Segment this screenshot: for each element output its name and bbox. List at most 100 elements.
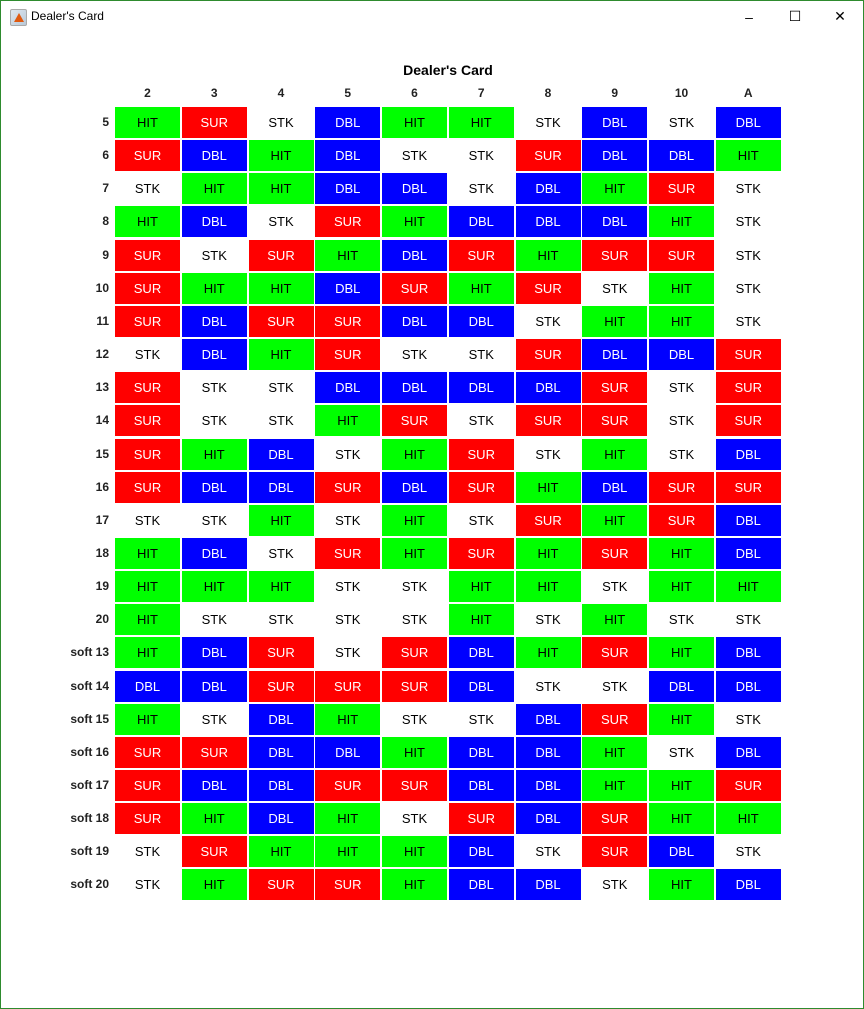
window-title: Dealer's Card xyxy=(31,9,104,23)
strategy-cell-dbl: DBL xyxy=(515,372,581,404)
strategy-cell-stk: STK xyxy=(382,571,447,603)
strategy-cell-sur: SUR xyxy=(582,703,648,735)
column-header: 6 xyxy=(411,86,418,100)
row-header: soft 13 xyxy=(70,645,109,660)
strategy-cell-dbl: DBL xyxy=(382,239,447,271)
strategy-cell-stk: STK xyxy=(649,372,714,404)
strategy-cell-dbl: DBL xyxy=(248,471,314,503)
strategy-cell-stk: STK xyxy=(649,438,714,470)
strategy-cell-stk: STK xyxy=(248,604,314,636)
row-header: 14 xyxy=(95,413,109,428)
strategy-cell-hit: HIT xyxy=(649,770,714,801)
strategy-cell-dbl: DBL xyxy=(181,637,247,669)
close-button[interactable]: ✕ xyxy=(834,8,846,24)
strategy-cell-sur: SUR xyxy=(649,239,714,271)
strategy-cell-hit: HIT xyxy=(448,604,514,636)
strategy-cell-stk: STK xyxy=(115,173,180,205)
strategy-cell-dbl: DBL xyxy=(448,637,514,669)
strategy-cell-stk: STK xyxy=(448,504,514,536)
strategy-cell-dbl: DBL xyxy=(448,770,514,801)
strategy-cell-dbl: DBL xyxy=(181,305,247,337)
strategy-cell-dbl: DBL xyxy=(181,770,247,801)
strategy-cell-sur: SUR xyxy=(448,803,514,835)
strategy-cell-stk: STK xyxy=(115,504,180,536)
strategy-cell-dbl: DBL xyxy=(382,173,447,205)
column-header: A xyxy=(743,86,753,100)
strategy-cell-stk: STK xyxy=(248,405,314,437)
strategy-cell-hit: HIT xyxy=(582,438,648,470)
row-header: 16 xyxy=(95,479,109,494)
strategy-cell-sur: SUR xyxy=(181,736,247,768)
strategy-cell-dbl: DBL xyxy=(715,504,781,536)
strategy-cell-dbl: DBL xyxy=(248,736,314,768)
strategy-cell-stk: STK xyxy=(448,140,514,172)
strategy-cell-stk: STK xyxy=(515,604,581,636)
strategy-cell-hit: HIT xyxy=(382,504,447,536)
strategy-cell-hit: HIT xyxy=(649,869,714,901)
strategy-cell-sur: SUR xyxy=(448,537,514,569)
strategy-cell-dbl: DBL xyxy=(515,770,581,801)
column-header: 7 xyxy=(477,86,485,100)
strategy-cell-dbl: DBL xyxy=(649,836,714,868)
strategy-cell-dbl: DBL xyxy=(448,206,514,238)
strategy-cell-sur: SUR xyxy=(448,438,514,470)
strategy-cell-hit: HIT xyxy=(248,272,314,304)
strategy-cell-dbl: DBL xyxy=(448,305,514,337)
strategy-cell-stk: STK xyxy=(315,604,381,636)
maximize-button[interactable]: ☐ xyxy=(788,8,802,24)
strategy-cell-dbl: DBL xyxy=(382,471,447,503)
column-header: 9 xyxy=(611,86,619,100)
row-header: 7 xyxy=(102,181,109,196)
strategy-cell-dbl: DBL xyxy=(582,339,648,371)
strategy-cell-stk: STK xyxy=(248,206,314,238)
strategy-cell-stk: STK xyxy=(515,836,581,868)
strategy-cell-hit: HIT xyxy=(315,703,381,735)
strategy-cell-dbl: DBL xyxy=(382,372,447,404)
strategy-cell-stk: STK xyxy=(248,372,314,404)
strategy-cell-sur: SUR xyxy=(115,272,180,304)
strategy-cell-dbl: DBL xyxy=(448,836,514,868)
strategy-cell-sur: SUR xyxy=(582,372,648,404)
row-header: 15 xyxy=(95,446,109,461)
strategy-cell-hit: HIT xyxy=(181,571,247,603)
strategy-cell-hit: HIT xyxy=(715,571,781,603)
strategy-cell-dbl: DBL xyxy=(181,339,247,371)
row-header: 5 xyxy=(102,115,109,129)
strategy-cell-hit: HIT xyxy=(382,836,447,868)
strategy-cell-hit: HIT xyxy=(582,504,648,536)
strategy-cell-stk: STK xyxy=(115,836,180,868)
strategy-cell-sur: SUR xyxy=(448,471,514,503)
strategy-cell-dbl: DBL xyxy=(515,703,581,735)
minimize-button[interactable]: – xyxy=(745,8,753,25)
strategy-cell-stk: STK xyxy=(448,173,514,205)
strategy-cell-sur: SUR xyxy=(315,206,381,238)
strategy-cell-sur: SUR xyxy=(515,272,581,304)
row-header: 12 xyxy=(95,347,109,362)
strategy-cell-sur: SUR xyxy=(248,305,314,337)
strategy-cell-hit: HIT xyxy=(649,272,714,304)
strategy-cell-sur: SUR xyxy=(315,471,381,503)
strategy-cell-sur: SUR xyxy=(115,405,180,437)
strategy-cell-sur: SUR xyxy=(115,471,180,503)
strategy-cell-sur: SUR xyxy=(715,339,781,371)
strategy-cell-dbl: DBL xyxy=(315,107,381,138)
strategy-cell-stk: STK xyxy=(715,206,781,238)
strategy-cell-hit: HIT xyxy=(649,803,714,835)
strategy-cell-stk: STK xyxy=(382,339,447,371)
strategy-cell-hit: HIT xyxy=(515,537,581,569)
strategy-cell-sur: SUR xyxy=(115,803,180,835)
strategy-cell-stk: STK xyxy=(715,173,781,205)
strategy-cell-sur: SUR xyxy=(315,339,381,371)
strategy-cell-dbl: DBL xyxy=(649,339,714,371)
strategy-cell-sur: SUR xyxy=(315,670,381,702)
strategy-cell-sur: SUR xyxy=(315,770,381,801)
strategy-cell-sur: SUR xyxy=(115,736,180,768)
strategy-cell-hit: HIT xyxy=(715,803,781,835)
strategy-cell-stk: STK xyxy=(649,107,714,138)
strategy-cell-sur: SUR xyxy=(715,405,781,437)
strategy-cell-sur: SUR xyxy=(382,637,447,669)
strategy-cell-sur: SUR xyxy=(115,372,180,404)
strategy-cell-stk: STK xyxy=(715,305,781,337)
strategy-cell-hit: HIT xyxy=(315,239,381,271)
